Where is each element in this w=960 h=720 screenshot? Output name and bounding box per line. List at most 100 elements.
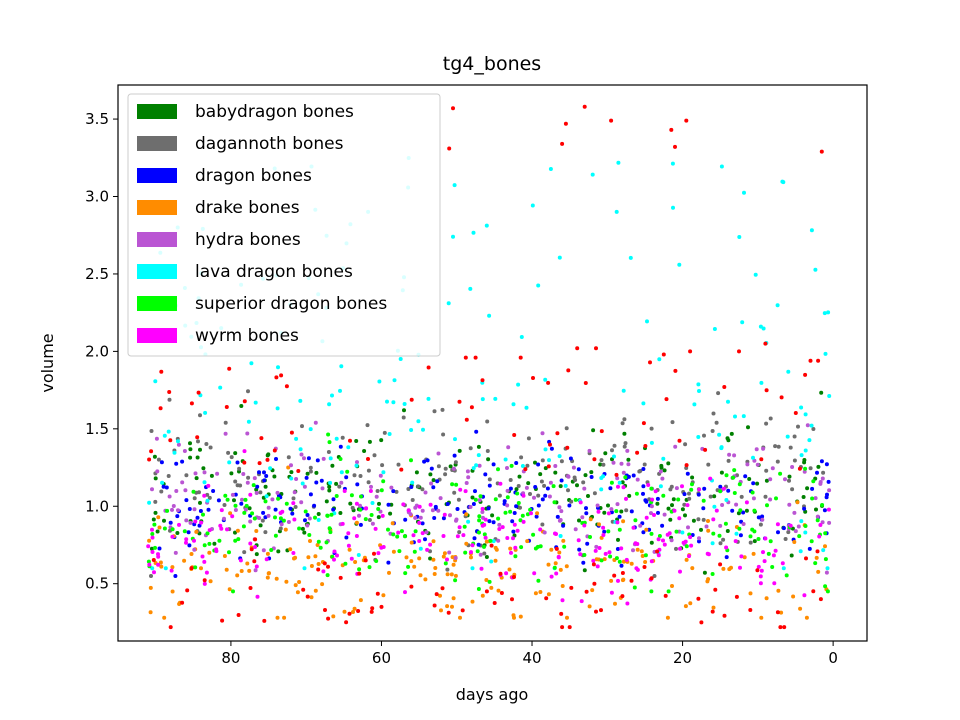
data-point: [518, 518, 523, 523]
data-point: [534, 514, 539, 519]
data-point: [169, 568, 174, 573]
data-point: [714, 420, 719, 425]
data-point: [409, 540, 414, 545]
data-point: [734, 531, 739, 536]
data-point: [596, 509, 601, 514]
data-point: [257, 470, 261, 475]
data-point: [649, 504, 654, 509]
data-point: [819, 459, 824, 464]
data-point: [409, 559, 414, 564]
data-point: [379, 438, 384, 443]
data-point: [503, 510, 508, 515]
data-point: [211, 489, 216, 493]
data-point: [572, 475, 577, 480]
data-point: [783, 477, 787, 482]
data-point: [381, 479, 386, 484]
data-point: [492, 601, 497, 605]
data-point: [265, 457, 270, 462]
data-point: [517, 474, 522, 479]
data-point: [286, 455, 291, 460]
data-point: [249, 361, 254, 366]
data-point: [678, 546, 682, 551]
data-point: [148, 585, 153, 590]
data-point: [515, 528, 520, 533]
data-point: [469, 405, 474, 410]
data-point: [193, 471, 198, 476]
data-point: [445, 557, 449, 562]
data-point: [327, 488, 332, 493]
data-point: [329, 512, 334, 517]
data-point: [224, 567, 229, 572]
data-point: [759, 380, 764, 385]
data-point: [316, 539, 321, 544]
data-point: [721, 537, 726, 542]
data-point: [168, 625, 173, 630]
data-point: [160, 480, 165, 485]
data-point: [170, 534, 175, 539]
data-point: [411, 533, 416, 538]
data-point: [245, 431, 250, 436]
data-point: [168, 438, 173, 443]
data-point: [493, 558, 498, 563]
data-point: [487, 477, 492, 482]
data-point: [821, 548, 826, 553]
data-point: [615, 547, 620, 551]
data-point: [649, 540, 654, 545]
data-point: [532, 571, 537, 576]
data-point: [809, 228, 814, 233]
data-point: [775, 303, 780, 308]
data-point: [297, 526, 302, 531]
data-point: [375, 489, 380, 493]
x-tick-label: 40: [522, 649, 541, 667]
data-point: [776, 444, 781, 449]
data-point: [827, 394, 832, 398]
data-point: [526, 436, 531, 441]
data-point: [440, 586, 445, 591]
data-point: [233, 479, 238, 484]
data-point: [373, 526, 378, 531]
data-point: [457, 448, 462, 453]
data-point: [611, 460, 616, 465]
data-point: [717, 432, 722, 437]
data-point: [472, 536, 477, 541]
data-point: [508, 546, 513, 551]
data-point: [262, 478, 267, 483]
data-point: [433, 566, 438, 570]
data-point: [214, 547, 219, 552]
data-point: [291, 496, 296, 501]
data-point: [601, 474, 606, 479]
data-point: [326, 616, 331, 621]
data-point: [690, 482, 694, 487]
data-point: [399, 529, 404, 534]
data-point: [374, 494, 379, 499]
data-point: [584, 506, 588, 511]
data-point: [724, 545, 729, 550]
data-point: [718, 489, 723, 494]
data-point: [710, 572, 715, 576]
data-point: [409, 485, 414, 489]
data-point: [247, 568, 252, 573]
data-point: [566, 474, 571, 479]
data-point: [255, 594, 260, 599]
data-point: [518, 355, 523, 360]
data-point: [399, 467, 404, 472]
data-point: [670, 503, 674, 508]
data-point: [152, 570, 156, 575]
data-point: [748, 534, 753, 539]
data-point: [706, 519, 710, 523]
data-point: [453, 578, 458, 583]
data-point: [462, 524, 467, 529]
data-point: [748, 540, 753, 545]
data-point: [507, 567, 512, 572]
data-point: [756, 564, 761, 569]
data-point: [208, 445, 213, 450]
data-point: [188, 520, 193, 525]
data-point: [240, 497, 244, 502]
data-point: [225, 527, 229, 532]
data-point: [710, 541, 715, 546]
data-point: [438, 593, 442, 598]
data-point: [763, 341, 768, 346]
data-point: [457, 525, 462, 530]
data-point: [441, 516, 446, 521]
data-point: [409, 397, 414, 402]
